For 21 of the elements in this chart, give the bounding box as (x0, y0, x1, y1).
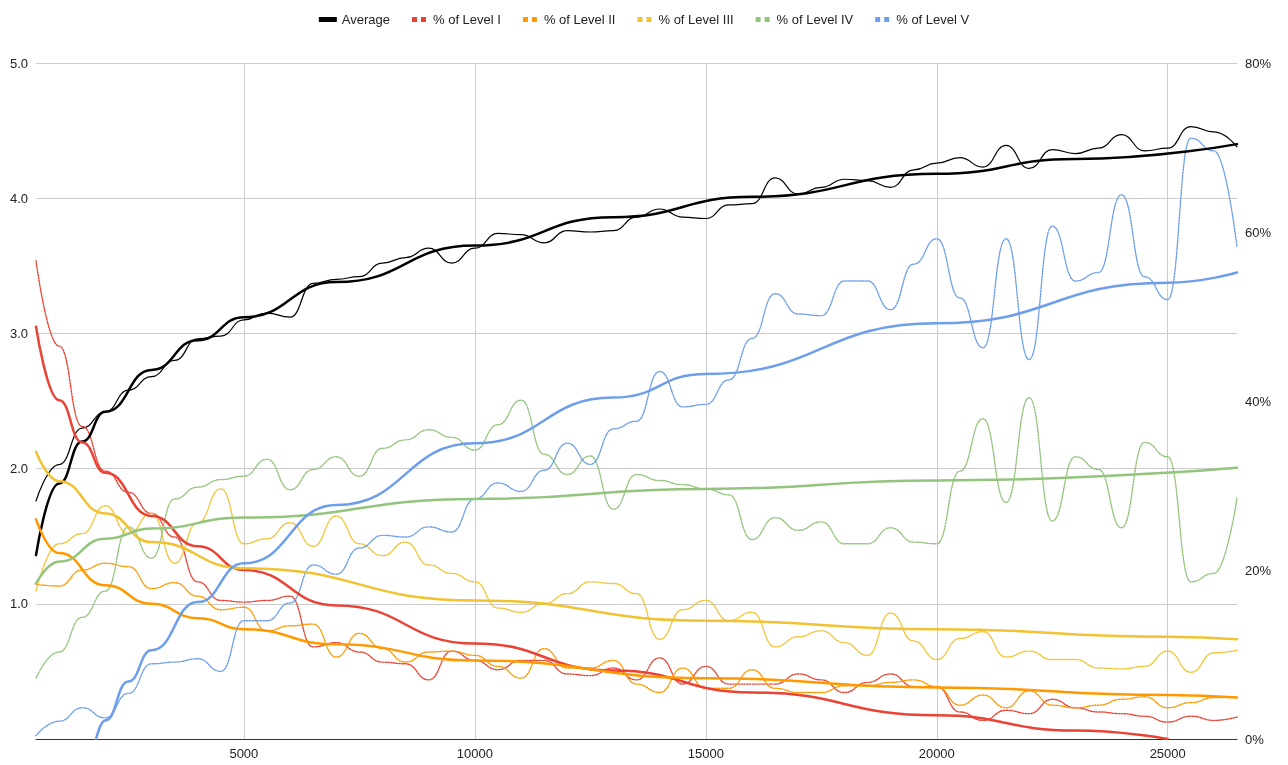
x-tick-label: 20000 (918, 746, 955, 761)
y2-tick-label: 0% (1245, 731, 1265, 747)
y-tick-label: 2.0 (9, 461, 28, 477)
x-tick-label: 25000 (1149, 746, 1186, 761)
x-tick-label: 15000 (687, 746, 724, 761)
y2-tick-label: 80% (1245, 55, 1272, 71)
y2-tick-label: 60% (1245, 224, 1272, 240)
x-tick-label: 5000 (229, 746, 259, 761)
legend-label: Average (341, 12, 390, 27)
legend-label: % of Level II (543, 12, 616, 27)
y-tick-label: 5.0 (9, 55, 28, 71)
y-tick-label: 3.0 (9, 325, 28, 341)
y-tick-label: 4.0 (9, 190, 28, 206)
x-tick-label: 10000 (456, 746, 493, 761)
legend-label: % of Level V (896, 12, 970, 27)
legend-label: % of Level I (432, 12, 501, 27)
y2-tick-label: 40% (1245, 393, 1272, 409)
legend-label: % of Level III (658, 12, 734, 27)
y-tick-label: 1.0 (9, 596, 28, 612)
y2-tick-label: 20% (1245, 562, 1272, 578)
legend-label: % of Level IV (776, 12, 854, 27)
